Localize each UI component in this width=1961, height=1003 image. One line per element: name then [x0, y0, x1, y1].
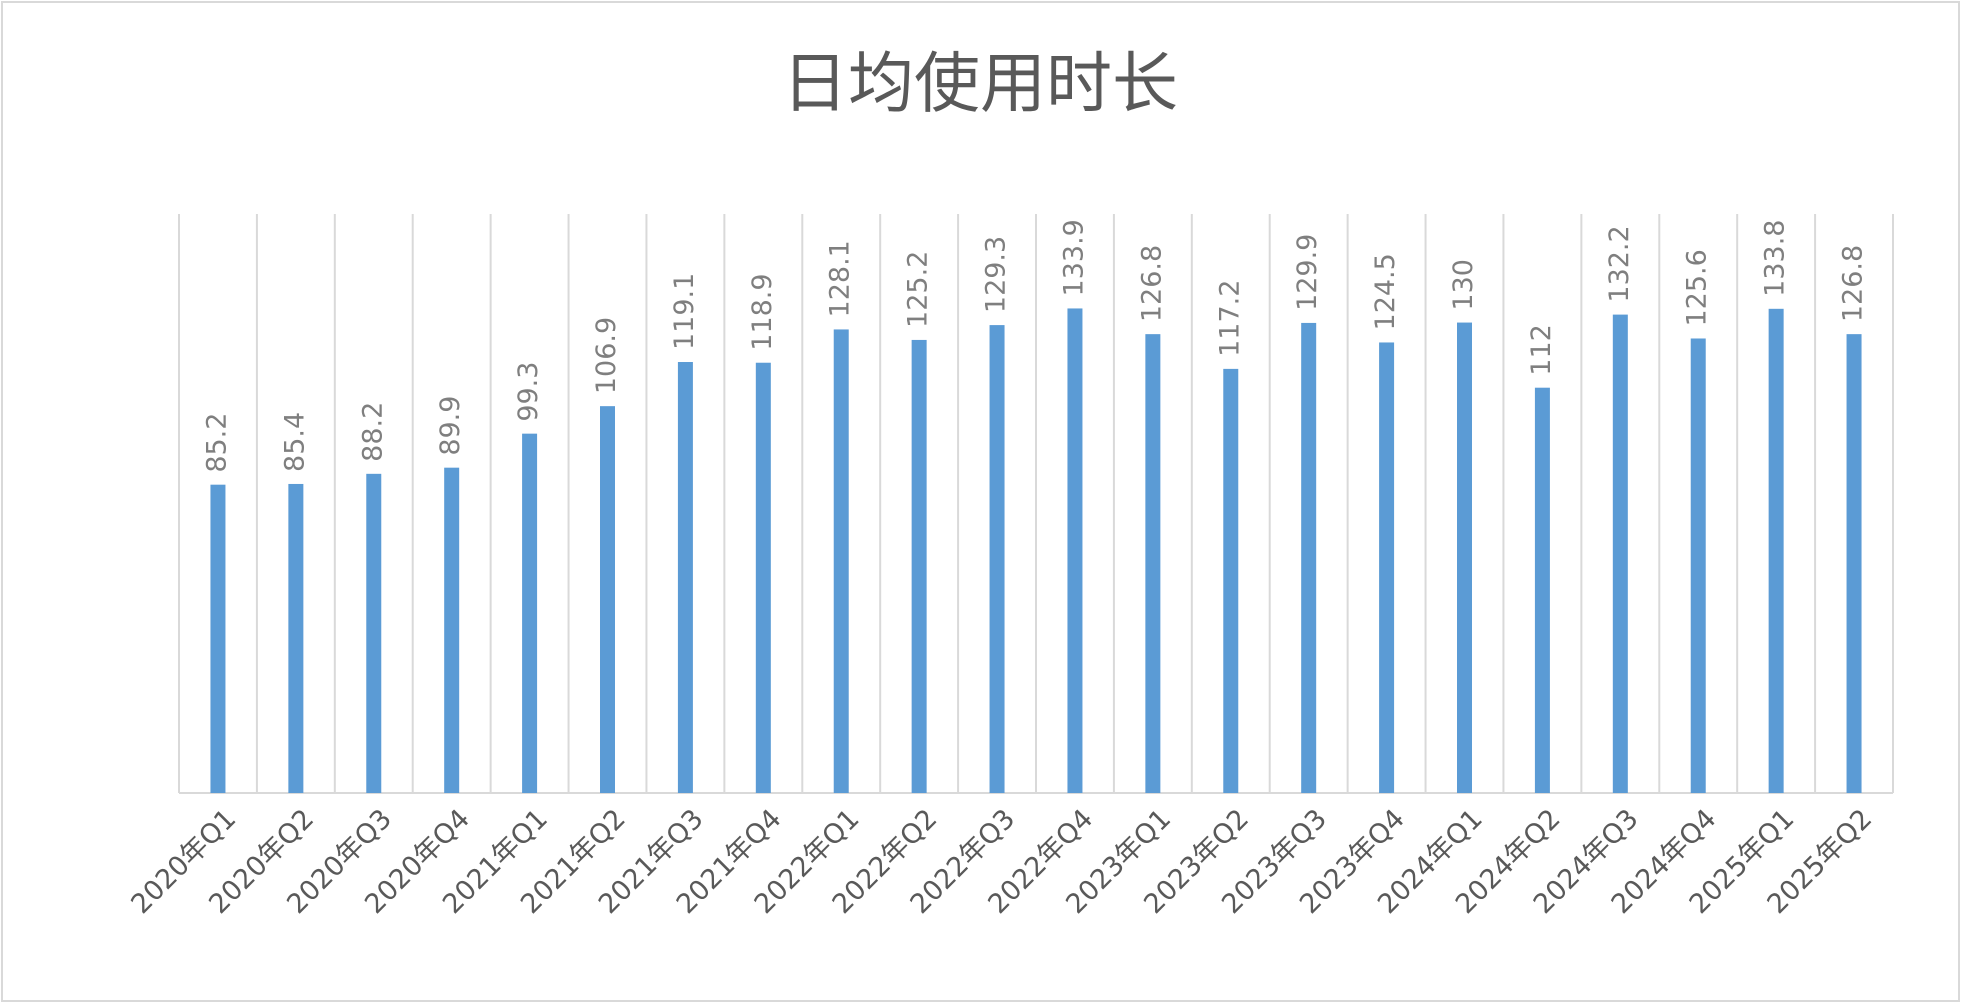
bar — [288, 483, 304, 793]
data-label: 124.5 — [1370, 253, 1401, 330]
data-label: 129.3 — [981, 236, 1012, 313]
data-label: 112 — [1526, 324, 1557, 376]
data-label: 88.2 — [357, 402, 388, 462]
bar — [522, 433, 538, 793]
data-label: 132.2 — [1604, 225, 1635, 302]
data-label: 126.8 — [1838, 245, 1869, 322]
data-label: 128.1 — [825, 240, 856, 317]
bar — [1067, 308, 1083, 793]
data-label: 118.9 — [747, 273, 778, 350]
bar — [1379, 342, 1395, 793]
bar — [1768, 308, 1784, 793]
data-label: 117.2 — [1214, 280, 1245, 357]
bar — [1534, 387, 1550, 793]
data-label: 106.9 — [591, 317, 622, 394]
bar — [1301, 322, 1317, 793]
bar — [911, 339, 927, 793]
data-label: 133.8 — [1760, 220, 1791, 297]
data-label: 133.9 — [1058, 219, 1089, 296]
bar — [1612, 314, 1628, 793]
bar — [1846, 334, 1862, 793]
bar — [1145, 334, 1161, 793]
data-label: 129.9 — [1292, 234, 1323, 311]
data-label: 99.3 — [513, 362, 544, 422]
data-label: 125.2 — [903, 251, 934, 328]
data-label: 125.6 — [1682, 249, 1713, 326]
bar — [210, 484, 226, 793]
data-label: 85.2 — [201, 413, 232, 473]
bar — [755, 362, 771, 793]
bar — [444, 467, 460, 793]
bar — [366, 473, 382, 793]
bar — [989, 325, 1005, 793]
data-label: 126.8 — [1136, 245, 1167, 322]
bar — [1690, 338, 1706, 793]
data-label: 89.9 — [435, 396, 466, 456]
data-label: 119.1 — [669, 273, 700, 350]
data-label: 85.4 — [279, 412, 310, 472]
bar — [1223, 368, 1239, 793]
bar — [833, 329, 849, 793]
chart-title: 日均使用时长 — [782, 45, 1178, 122]
bar — [600, 406, 615, 793]
bar — [1457, 322, 1472, 793]
data-label: 130 — [1448, 259, 1479, 311]
bar — [677, 362, 693, 793]
